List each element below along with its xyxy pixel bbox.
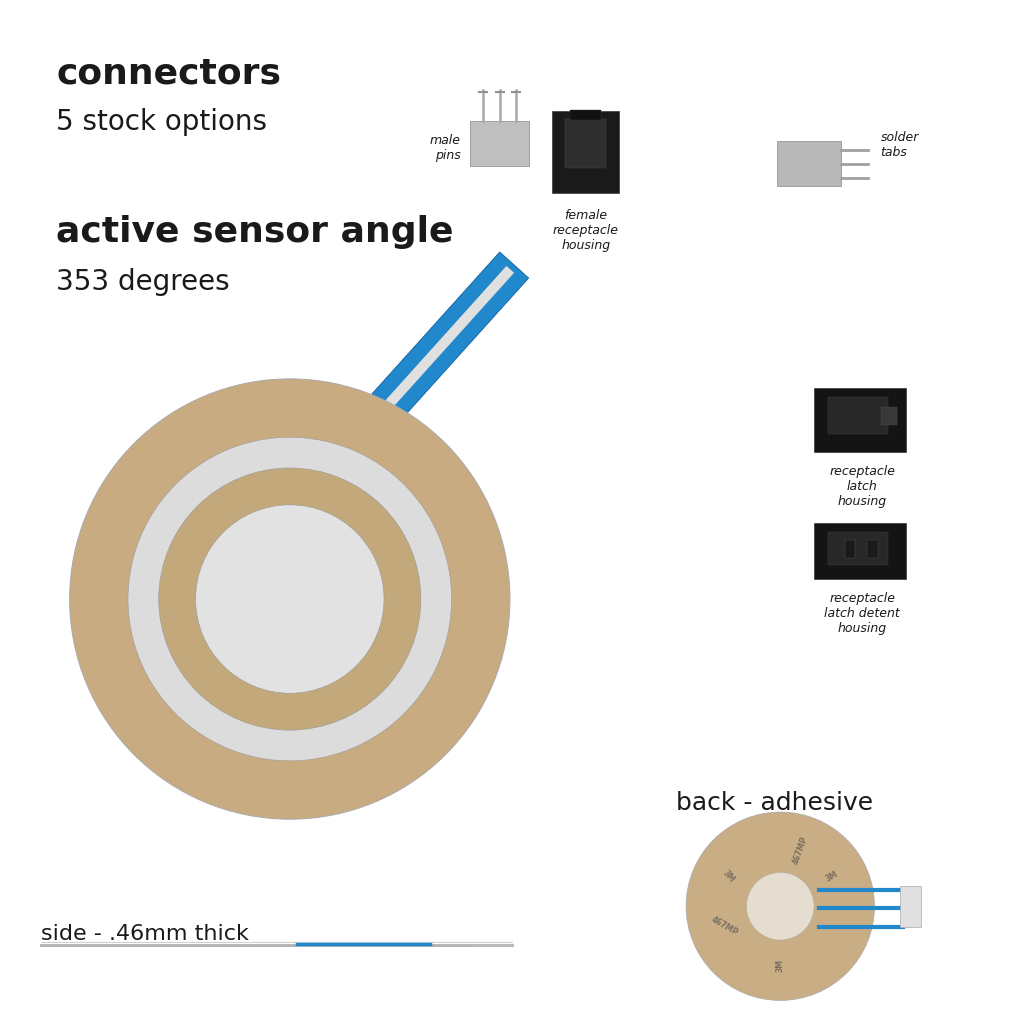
Text: 3M: 3M	[824, 869, 840, 884]
Text: 3M: 3M	[721, 868, 736, 885]
Bar	[845, 540, 855, 558]
Bar	[240, 252, 528, 567]
Bar	[814, 522, 906, 580]
Bar	[240, 252, 528, 567]
Bar	[881, 407, 897, 425]
Text: 5 stock options: 5 stock options	[56, 108, 267, 135]
Text: back - adhesive: back - adhesive	[676, 791, 873, 814]
Circle shape	[159, 468, 421, 730]
Bar	[867, 540, 878, 558]
Bar	[814, 388, 906, 452]
Bar	[254, 266, 514, 553]
Bar	[828, 397, 888, 434]
Text: receptacle
latch detent
housing: receptacle latch detent housing	[824, 592, 900, 635]
Text: solder
tabs: solder tabs	[881, 131, 919, 160]
Circle shape	[746, 872, 814, 940]
Bar	[470, 121, 529, 166]
Circle shape	[128, 437, 452, 761]
Text: male
pins: male pins	[430, 134, 461, 163]
Text: 467MP: 467MP	[710, 915, 739, 938]
Circle shape	[686, 812, 874, 1000]
Text: receptacle
latch
housing: receptacle latch housing	[829, 465, 895, 508]
Text: connectors: connectors	[56, 56, 282, 90]
Bar	[565, 119, 606, 168]
Text: active sensor angle: active sensor angle	[56, 215, 454, 249]
Circle shape	[70, 379, 510, 819]
Text: 467MP: 467MP	[792, 836, 810, 865]
Text: female
receptacle
housing: female receptacle housing	[553, 209, 618, 252]
Text: 3M: 3M	[776, 959, 784, 972]
Bar	[553, 111, 618, 193]
Bar	[306, 462, 390, 548]
Circle shape	[196, 505, 384, 693]
Bar	[828, 532, 888, 565]
Text: 353 degrees: 353 degrees	[56, 268, 230, 296]
Bar	[570, 110, 601, 120]
Text: side - .46mm thick: side - .46mm thick	[41, 924, 249, 944]
Bar	[900, 886, 921, 927]
Bar	[777, 141, 841, 186]
